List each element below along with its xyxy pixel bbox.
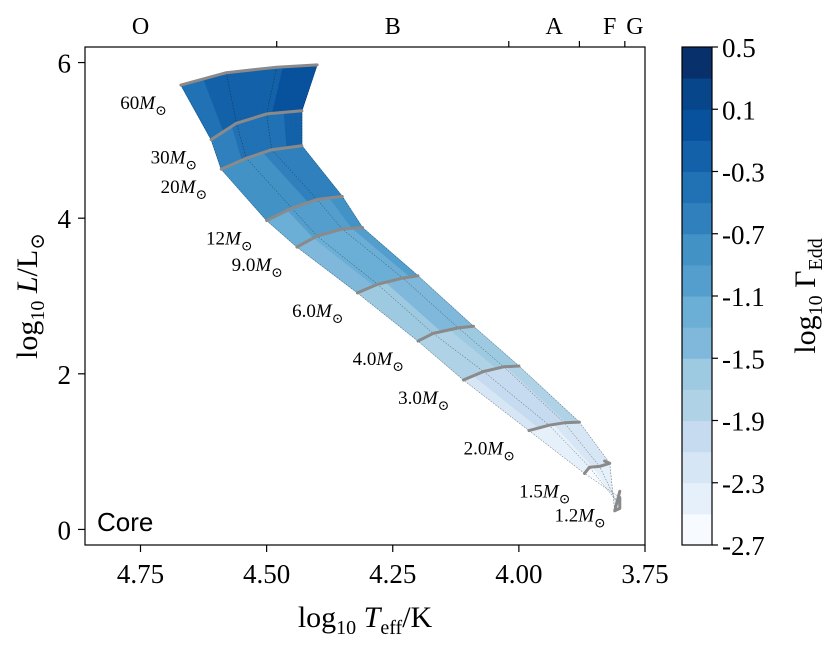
- x-axis-label: log10 Teff/K: [298, 601, 433, 639]
- track-label-30: 30M⊙: [151, 148, 198, 174]
- track-9.0: [295, 226, 364, 249]
- x-tick-label: 4.75: [117, 559, 164, 589]
- colorbar-tick-label: -2.7: [722, 531, 765, 561]
- colorbar-segment: [682, 358, 712, 390]
- track-30: [209, 109, 304, 142]
- plot-frame: [84, 46, 646, 546]
- track-4.0: [416, 324, 475, 343]
- y-axis-label: log10 L/L⊙: [11, 233, 49, 359]
- y-tick-label: 0: [58, 515, 72, 545]
- colorbar-label: log10 ΓEdd: [789, 238, 827, 353]
- track-label-2.0: 2.0M⊙: [464, 439, 515, 465]
- y-tick-label: 2: [58, 360, 72, 390]
- colorbar-segment: [682, 264, 712, 297]
- x-tick-label: 4.25: [369, 559, 416, 589]
- colorbar-segment: [682, 482, 712, 515]
- track-label-1.2: 1.2M⊙: [554, 506, 605, 532]
- colorbar-segment: [682, 420, 712, 453]
- y-tick-label: 6: [58, 49, 72, 79]
- plot-content: [179, 63, 622, 513]
- track-60: [179, 63, 319, 87]
- spectral-class-label: O: [132, 14, 149, 40]
- colorbar-segment: [682, 47, 712, 79]
- colorbar-segment: [682, 389, 712, 422]
- colorbar-tick-label: 0.1: [722, 95, 756, 125]
- track-label-6.0: 6.0M⊙: [292, 301, 343, 327]
- x-tick-label: 4.00: [495, 559, 542, 589]
- track-2.0: [527, 420, 581, 433]
- spectral-class-label: A: [546, 14, 564, 40]
- colorbar-tick-label: -1.9: [722, 407, 765, 437]
- colorbar-segment: [682, 171, 712, 204]
- track-label-3.0: 3.0M⊙: [398, 388, 449, 414]
- colorbar-segment: [682, 327, 712, 359]
- spectral-class-label: F: [603, 14, 616, 40]
- panel-label: Core: [97, 507, 153, 537]
- colorbar-segment: [682, 451, 712, 484]
- track-label-20: 20M⊙: [161, 177, 208, 203]
- track-label-9.0: 9.0M⊙: [232, 255, 283, 281]
- colorbar-tick-label: 0.5: [722, 33, 756, 63]
- colorbar-segment: [682, 296, 712, 328]
- track-label-1.5: 1.5M⊙: [519, 481, 570, 507]
- spectral-class-label: G: [626, 14, 643, 40]
- colorbar-tick-label: -1.5: [722, 344, 765, 374]
- track-20: [219, 144, 304, 171]
- x-tick-label: 4.50: [243, 559, 290, 589]
- track-6.0: [355, 274, 420, 295]
- track-label-4.0: 4.0M⊙: [353, 349, 404, 375]
- colorbar-tick-label: -0.7: [722, 220, 765, 250]
- colorbar-segment: [682, 109, 712, 141]
- track-label-12: 12M⊙: [206, 229, 253, 255]
- colorbar-tick-label: -1.1: [722, 282, 765, 312]
- track-1.5: [583, 459, 612, 475]
- spectral-class-label: B: [385, 14, 401, 40]
- track-1.2: [613, 489, 622, 513]
- colorbar-tick-label: -2.3: [722, 469, 765, 499]
- track-3.0: [461, 364, 521, 382]
- colorbar-segment: [682, 202, 712, 235]
- colorbar-segment: [682, 233, 712, 266]
- colorbar-segment: [682, 78, 712, 110]
- track-12: [265, 194, 344, 222]
- track-label-60: 60M⊙: [120, 93, 167, 119]
- band-cell: [295, 110, 303, 147]
- y-tick-label: 4: [58, 204, 72, 234]
- x-tick-label: 3.75: [621, 559, 668, 589]
- colorbar-segment: [682, 140, 712, 173]
- colorbar-segment: [682, 513, 712, 546]
- colorbar-tick-label: -0.3: [722, 158, 765, 188]
